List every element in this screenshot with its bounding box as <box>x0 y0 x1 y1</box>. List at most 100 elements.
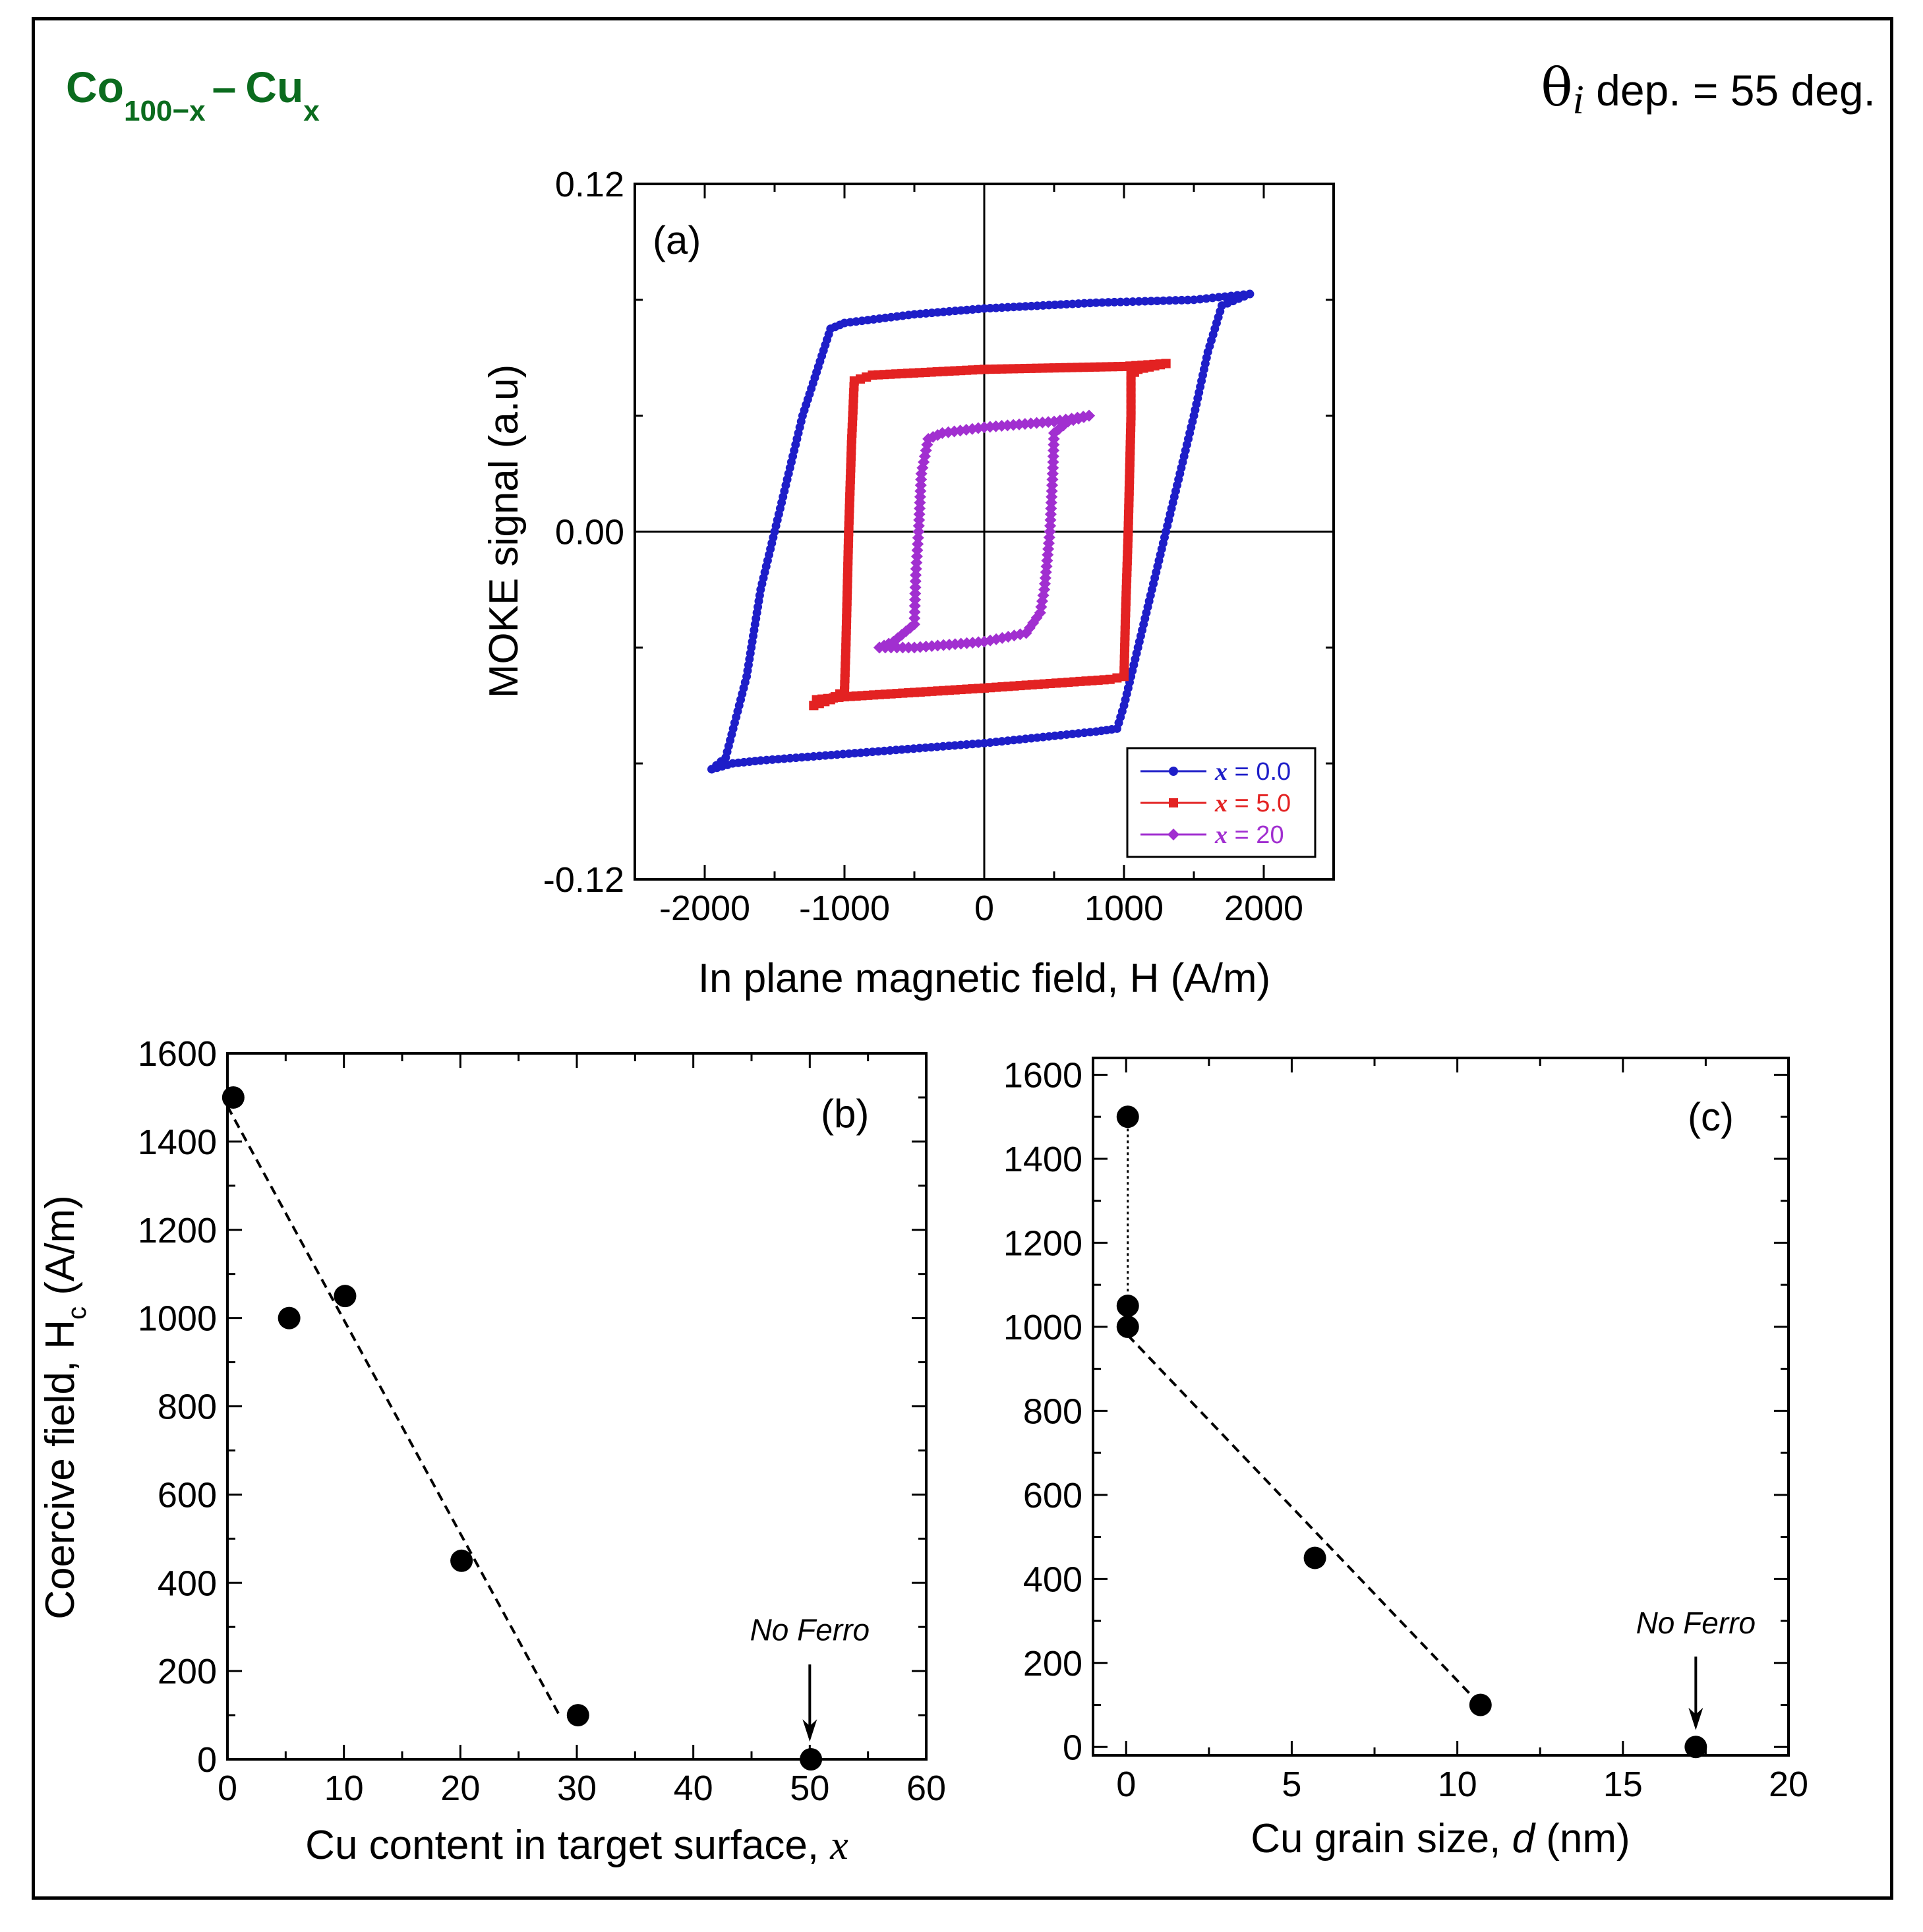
panel-a-xtick-label: -1000 <box>799 889 890 928</box>
theta-text: dep. = 55 deg. <box>1584 66 1876 115</box>
legend-item-0: x = 0.0 <box>1140 758 1291 786</box>
series-0-point <box>1227 291 1236 301</box>
panel-c-data-point <box>1684 1736 1707 1759</box>
panel-c-xtick-label: 20 <box>1769 1765 1808 1804</box>
series-2-point <box>909 593 922 606</box>
theta-symbol: θ <box>1541 57 1572 118</box>
series-0-point <box>1239 290 1248 299</box>
series-1 <box>809 359 1171 711</box>
legend-item-1: x = 5.0 <box>1140 790 1291 817</box>
panel-b-no-ferro-arrowhead <box>802 1719 817 1742</box>
panel-c-ytick-label: 200 <box>1023 1644 1082 1683</box>
panel-b-ylabel-unit: (A/m) <box>38 1195 83 1306</box>
panel-c-xtick-label: 15 <box>1603 1765 1643 1804</box>
legend-var-0: x <box>1214 758 1228 786</box>
legend-value-1: = 5.0 <box>1228 790 1291 817</box>
panel-c-xlabel: Cu grain size, d (nm) <box>1251 1816 1630 1861</box>
legend-text-0: x = 0.0 <box>1214 758 1291 786</box>
panel-c-ytick-label: 600 <box>1023 1476 1082 1515</box>
panel-b-ytick-label: 800 <box>158 1388 217 1427</box>
panel-b-xtick-label: 40 <box>674 1769 713 1808</box>
series-0-point <box>1208 293 1217 303</box>
series-0-point <box>1214 293 1224 302</box>
panel-c-no-ferro-label: No Ferro <box>1636 1606 1756 1640</box>
panel-b-xtick-label: 0 <box>218 1769 237 1808</box>
series-0-point <box>1152 296 1162 305</box>
series-0-point <box>1233 291 1242 300</box>
panel-b-label: (b) <box>821 1092 869 1136</box>
panel-b-xtick-label: 50 <box>790 1769 829 1808</box>
series-1-point <box>1112 673 1122 683</box>
legend-marker-0 <box>1169 767 1178 776</box>
series-0-point <box>1122 297 1131 307</box>
series-0-point <box>1146 297 1156 306</box>
figure-frame <box>32 17 1893 1900</box>
panel-b-ylabel-sub: c <box>63 1306 92 1320</box>
series-0-point <box>1189 295 1198 305</box>
panel-b-ytick-label: 600 <box>158 1475 217 1515</box>
panel-c-data-point <box>1116 1105 1139 1128</box>
series-0-point <box>1092 298 1101 307</box>
series-0-point <box>1098 298 1107 307</box>
panel-a-ytick-label: 0.00 <box>555 513 624 552</box>
panel-c-plot-area <box>1092 1057 1790 1757</box>
series-0-point <box>1183 295 1193 305</box>
panel-c-data-point <box>1303 1546 1326 1569</box>
panel-c-xlabel-text: Cu grain size, <box>1251 1816 1512 1861</box>
panel-a-ytick-label: -0.12 <box>543 860 624 900</box>
panel-b-ylabel: Coercive field, Hc (A/m) <box>38 1195 92 1620</box>
panel-b-ytick-label: 1000 <box>138 1299 217 1339</box>
series-0-point <box>1220 292 1229 301</box>
series-0-point <box>1202 294 1211 303</box>
legend-marker-1 <box>1169 798 1178 807</box>
alloy-add-sub: x <box>303 95 320 127</box>
theta-sub: i <box>1573 78 1584 123</box>
series-2-point <box>909 587 922 600</box>
series-0-point <box>1116 297 1125 307</box>
panel-c-xtick-label: 10 <box>1438 1765 1477 1804</box>
series-1-point <box>1119 672 1129 682</box>
alloy-dash: – <box>212 63 237 111</box>
panel-a-label: (a) <box>653 218 701 262</box>
panel-a-xtick-label: 0 <box>974 889 994 928</box>
series-2-point <box>1083 409 1095 422</box>
panel-c-ytick-label: 1200 <box>1003 1223 1082 1263</box>
legend-text-1: x = 5.0 <box>1214 790 1291 817</box>
panel-b-data-point <box>800 1748 823 1771</box>
series-1-line <box>813 363 1166 707</box>
panel-c-no-ferro-arrowhead <box>1688 1707 1703 1730</box>
panel-a-xlabel: In plane magnetic field, H (A/m) <box>698 956 1270 1001</box>
panel-b-ytick-label: 200 <box>158 1652 217 1691</box>
legend-var-2: x <box>1214 821 1228 849</box>
panel-c-xlabel-unit: (nm) <box>1535 1816 1630 1861</box>
panel-b-xlabel: Cu content in target surface, x <box>305 1823 848 1868</box>
panel-b-xlabel-text: Cu content in target surface, <box>305 1823 830 1868</box>
panel-b-no-ferro-label: No Ferro <box>750 1612 870 1647</box>
panel-c-xlabel-var: d <box>1512 1816 1537 1861</box>
panel-c-ytick-label: 1400 <box>1003 1140 1082 1179</box>
series-0-point <box>1104 298 1113 307</box>
panel-c-ytick-label: 400 <box>1023 1560 1082 1599</box>
series-1-line <box>813 363 1166 706</box>
series-0-point <box>1195 295 1204 304</box>
legend-item-2: x = 20 <box>1140 821 1284 849</box>
panel-b-coercive-vs-cu: 0 10 20 30 40 50 60020040060080010001200140016… <box>38 1034 946 1868</box>
series-0-point <box>1165 296 1174 305</box>
series-0-point <box>1128 297 1137 307</box>
panel-a-xtick-label: 1000 <box>1084 889 1164 928</box>
panel-a-xtick-label: -2000 <box>659 889 750 928</box>
panel-c-ytick-label: 800 <box>1023 1391 1082 1431</box>
series-0-point <box>1140 297 1150 306</box>
alloy-base: Co <box>66 63 124 111</box>
panel-a-ylabel: MOKE signal (a.u) <box>481 365 527 699</box>
panel-c-xtick-label: 0 <box>1116 1765 1136 1804</box>
panel-b-data-point <box>222 1086 245 1109</box>
panel-b-data-point <box>278 1306 301 1330</box>
panel-b-plot-area <box>226 1052 928 1761</box>
alloy-base-sub: 100−x <box>124 95 206 127</box>
series-0-point <box>1177 295 1186 305</box>
panel-a-ytick-label: 0.12 <box>555 165 624 204</box>
panel-b-ytick-label: 1400 <box>138 1123 217 1162</box>
series-2-point <box>909 575 922 587</box>
